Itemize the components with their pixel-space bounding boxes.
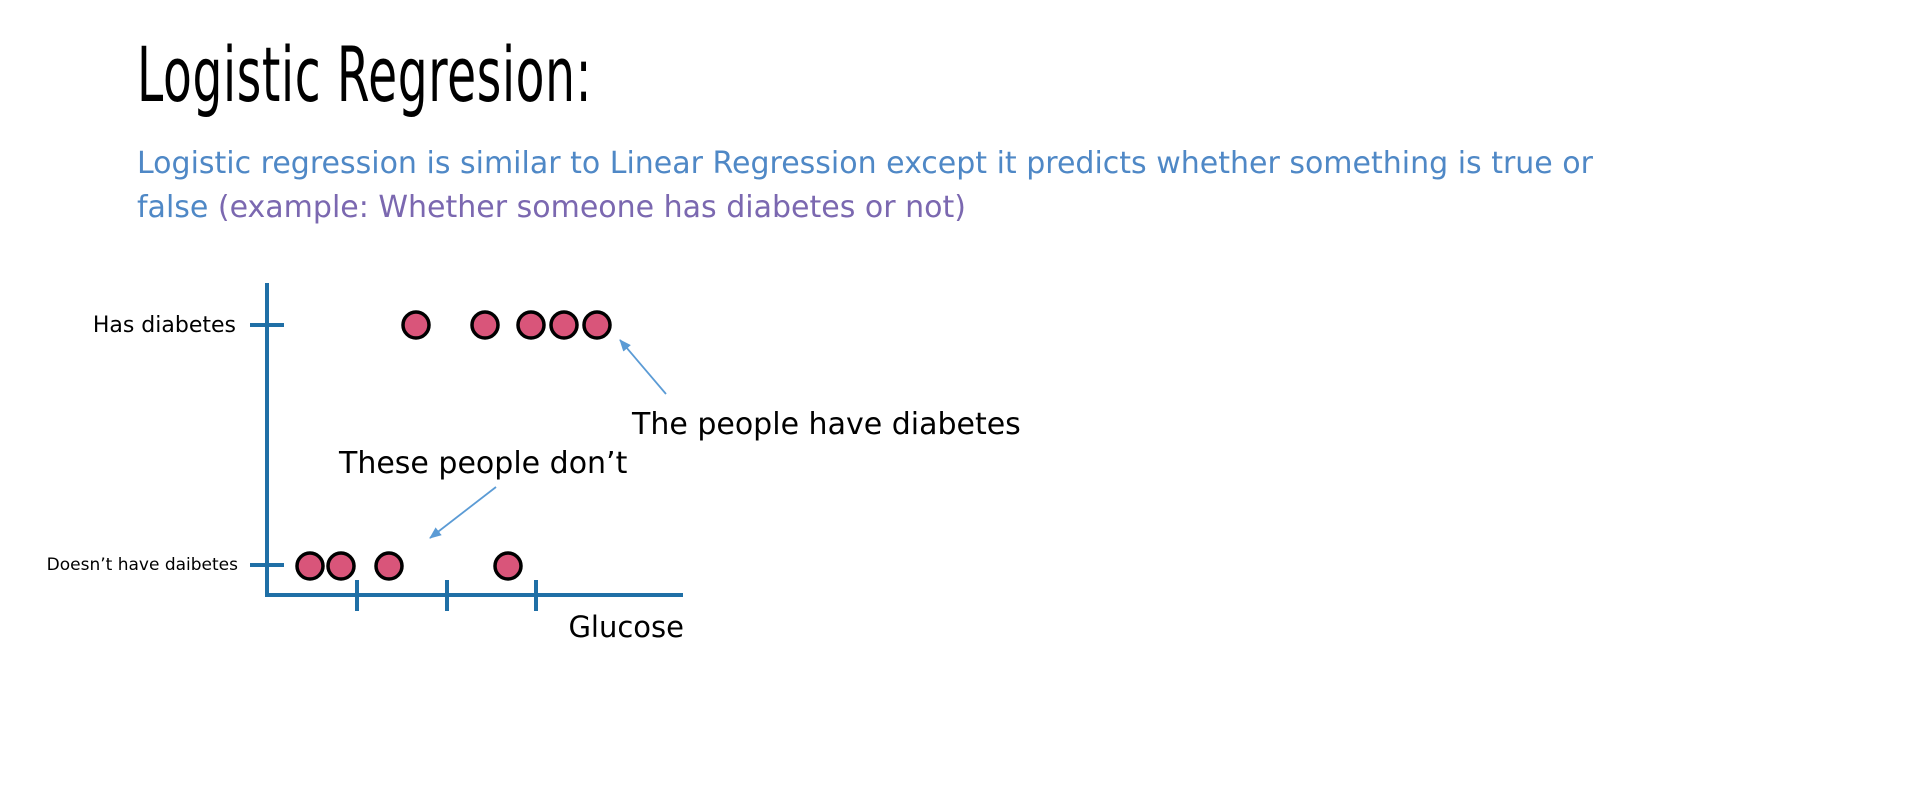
point-has-diabetes: [401, 310, 431, 340]
slide-title: Logistic Regresion:: [137, 30, 593, 119]
point-has-diabetes: [516, 310, 546, 340]
annotation-diabetes: The people have diabetes: [631, 407, 1021, 442]
subtitle-example: (example: Whether someone has diabetes o…: [217, 190, 966, 225]
y-label-no-diabetes: Doesn’t have daibetes: [47, 555, 238, 575]
arrow-to-diabetes-points: [619, 339, 667, 395]
x-label-glucose: Glucose: [568, 610, 684, 644]
arrow-to-no-diabetes-points: [429, 486, 497, 539]
point-no-diabetes: [374, 551, 404, 581]
point-no-diabetes: [493, 551, 523, 581]
subtitle-main: Logistic regression is similar to Linear…: [137, 146, 1593, 225]
y-label-has-diabetes: Has diabetes: [93, 313, 236, 338]
point-has-diabetes: [470, 310, 500, 340]
point-no-diabetes: [295, 551, 325, 581]
point-has-diabetes: [549, 310, 579, 340]
slide-subtitle: Logistic regression is similar to Linear…: [137, 142, 1597, 230]
point-no-diabetes: [326, 551, 356, 581]
point-has-diabetes: [582, 310, 612, 340]
annotation-no-diabetes: These people don’t: [338, 446, 628, 481]
